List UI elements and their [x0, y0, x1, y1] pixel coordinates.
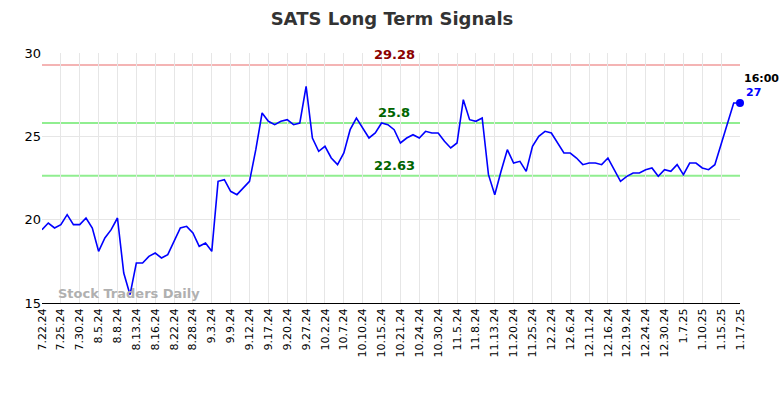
svg-text:12.16.24: 12.16.24 [602, 308, 615, 357]
svg-text:15: 15 [24, 296, 41, 311]
svg-text:11.20.24: 11.20.24 [507, 308, 520, 357]
svg-text:27: 27 [746, 86, 761, 99]
svg-text:25: 25 [24, 129, 41, 144]
svg-text:9.12.24: 9.12.24 [243, 308, 256, 350]
svg-text:11.25.24: 11.25.24 [526, 308, 539, 357]
svg-text:7.22.24: 7.22.24 [36, 308, 49, 350]
svg-text:12.6.24: 12.6.24 [564, 308, 577, 350]
svg-text:12.11.24: 12.11.24 [583, 308, 596, 357]
svg-text:9.9.24: 9.9.24 [224, 308, 237, 343]
svg-text:9.20.24: 9.20.24 [281, 308, 294, 350]
svg-text:11.13.24: 11.13.24 [488, 308, 501, 357]
svg-text:10.15.24: 10.15.24 [375, 308, 388, 357]
svg-text:8.28.24: 8.28.24 [186, 308, 199, 350]
svg-text:1.7.25: 1.7.25 [677, 308, 690, 343]
svg-text:8.16.24: 8.16.24 [149, 308, 162, 350]
svg-text:10.21.24: 10.21.24 [394, 308, 407, 357]
svg-text:7.30.24: 7.30.24 [73, 308, 86, 350]
svg-text:11.8.24: 11.8.24 [469, 308, 482, 350]
svg-text:1.10.25: 1.10.25 [696, 308, 709, 350]
svg-text:8.13.24: 8.13.24 [130, 308, 143, 350]
svg-text:30: 30 [24, 46, 41, 61]
svg-text:12.30.24: 12.30.24 [658, 308, 671, 357]
svg-text:8.22.24: 8.22.24 [168, 308, 181, 350]
svg-text:16:00: 16:00 [744, 72, 779, 85]
svg-text:SATS Long Term Signals: SATS Long Term Signals [271, 8, 514, 29]
svg-text:10.7.24: 10.7.24 [337, 308, 350, 350]
svg-text:12.24.24: 12.24.24 [639, 308, 652, 357]
svg-text:25.8: 25.8 [378, 105, 410, 120]
svg-text:22.63: 22.63 [374, 158, 415, 173]
svg-text:10.30.24: 10.30.24 [432, 308, 445, 357]
svg-text:10.2.24: 10.2.24 [319, 308, 332, 350]
svg-text:9.17.24: 9.17.24 [262, 308, 275, 350]
svg-text:12.2.24: 12.2.24 [545, 308, 558, 350]
svg-text:10.24.24: 10.24.24 [413, 308, 426, 357]
svg-text:12.19.24: 12.19.24 [620, 308, 633, 357]
svg-text:11.5.24: 11.5.24 [451, 308, 464, 350]
svg-text:9.27.24: 9.27.24 [300, 308, 313, 350]
svg-text:1.17.25: 1.17.25 [734, 308, 747, 350]
svg-text:10.10.24: 10.10.24 [356, 308, 369, 357]
svg-text:8.5.24: 8.5.24 [92, 308, 105, 343]
svg-text:7.25.24: 7.25.24 [54, 308, 67, 350]
svg-text:1.15.25: 1.15.25 [715, 308, 728, 350]
svg-text:20: 20 [24, 212, 41, 227]
svg-text:Stock Traders Daily: Stock Traders Daily [58, 286, 200, 301]
svg-text:29.28: 29.28 [374, 47, 415, 62]
svg-text:8.8.24: 8.8.24 [111, 308, 124, 343]
svg-text:9.3.24: 9.3.24 [205, 308, 218, 343]
